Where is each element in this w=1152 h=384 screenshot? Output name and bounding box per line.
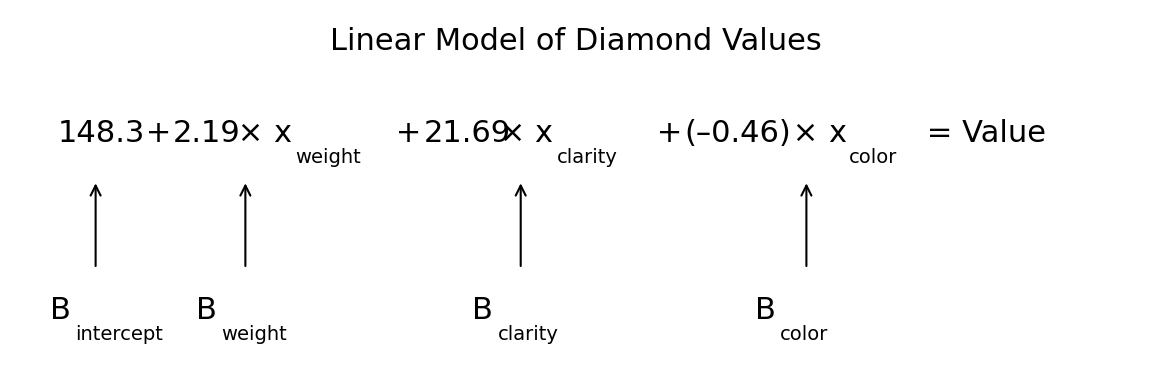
Text: ×: ×: [490, 119, 535, 148]
Text: B: B: [472, 296, 493, 325]
Text: 21.69: 21.69: [424, 119, 511, 148]
Text: ×: ×: [228, 119, 273, 148]
Text: weight: weight: [295, 148, 361, 167]
Text: = Value: = Value: [917, 119, 1046, 148]
Text: x: x: [273, 119, 291, 148]
Text: (–0.46): (–0.46): [684, 119, 791, 148]
Text: weight: weight: [221, 325, 287, 344]
Text: +: +: [136, 119, 181, 148]
Text: B: B: [50, 296, 70, 325]
Text: B: B: [196, 296, 217, 325]
Text: Linear Model of Diamond Values: Linear Model of Diamond Values: [331, 27, 821, 56]
Text: 148.3: 148.3: [58, 119, 145, 148]
Text: clarity: clarity: [556, 148, 617, 167]
Text: color: color: [849, 148, 897, 167]
Text: intercept: intercept: [75, 325, 162, 344]
Text: +: +: [647, 119, 692, 148]
Text: x: x: [535, 119, 553, 148]
Text: B: B: [755, 296, 775, 325]
Text: ×: ×: [783, 119, 828, 148]
Text: color: color: [780, 325, 828, 344]
Text: x: x: [828, 119, 847, 148]
Text: 2.19: 2.19: [173, 119, 241, 148]
Text: +: +: [386, 119, 431, 148]
Text: clarity: clarity: [498, 325, 559, 344]
